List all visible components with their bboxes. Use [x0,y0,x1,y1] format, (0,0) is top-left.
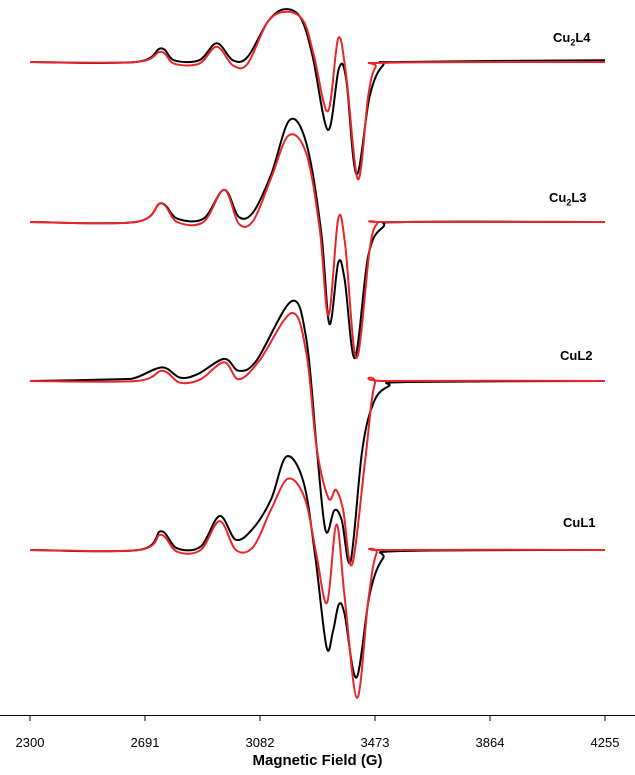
spectrum-label-main: CuL2 [560,348,593,363]
x-tick-label: 3082 [245,735,275,750]
spectrum-label-rest: L4 [575,30,591,45]
simulated-trace-3 [29,312,606,567]
spectrum-label-3: CuL2 [560,348,593,363]
x-axis-title: Magnetic Field (G) [252,752,383,769]
x-tick-label: 4255 [590,735,620,750]
spectrum-3 [29,299,606,567]
spectrum-label-subscript: 2 [566,197,572,208]
spectrum-2 [29,117,606,360]
spectrum-4 [29,455,606,699]
spectrum-label-main: Cu [549,190,567,205]
spectrum-label-main: Cu [553,30,571,45]
spectrum-label-2: Cu2L3 [549,190,587,208]
simulated-trace-2 [29,133,606,360]
experimental-trace-3 [29,299,606,565]
simulated-trace-1 [29,10,606,181]
spectrum-1 [29,8,606,181]
simulated-trace-4 [29,477,606,699]
x-tick-label: 3473 [360,735,390,750]
spectrum-label-subscript: 2 [570,37,576,48]
spectrum-label-main: CuL1 [563,515,596,530]
experimental-trace-2 [29,117,606,360]
experimental-trace-4 [29,455,606,679]
x-tick-label: 2300 [15,735,45,750]
experimental-trace-1 [29,8,606,176]
x-tick-label: 2691 [130,735,160,750]
spectrum-label-rest: L3 [571,190,587,205]
x-tick-label: 3864 [475,735,505,750]
spectrum-label-4: CuL1 [563,515,596,530]
x-axis-ticks [29,715,606,721]
spectrum-label-1: Cu2L4 [553,30,591,48]
spectra-traces [29,8,606,699]
